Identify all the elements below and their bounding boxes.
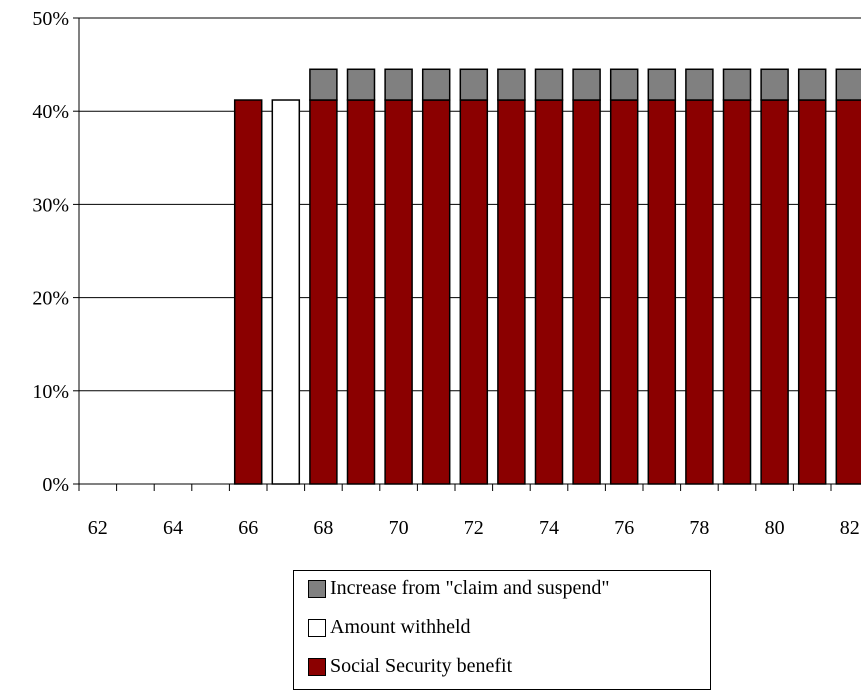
x-tick-label: 78: [689, 517, 709, 539]
bar-increase-from-claim-and-suspend: [647, 68, 677, 101]
bar-social-security-benefit: [309, 99, 338, 485]
bar-increase-from-claim-and-suspend: [346, 68, 376, 101]
bar-social-security-benefit: [497, 99, 526, 485]
bar-increase-from-claim-and-suspend: [797, 68, 827, 101]
x-tick-label: 70: [389, 517, 409, 539]
x-tick-label: 74: [539, 517, 559, 539]
bar-social-security-benefit: [722, 99, 752, 485]
bar-increase-from-claim-and-suspend: [534, 68, 564, 101]
bar-social-security-benefit: [384, 99, 413, 485]
bar-social-security-benefit: [797, 99, 827, 485]
legend-label-benefit: Social Security benefit: [330, 655, 513, 677]
bar-social-security-benefit: [609, 99, 639, 485]
x-tick-label: 68: [313, 517, 333, 539]
bar-increase-from-claim-and-suspend: [459, 68, 489, 101]
bar-increase-from-claim-and-suspend: [760, 68, 789, 101]
bar-increase-from-claim-and-suspend: [384, 68, 413, 101]
bar-increase-from-claim-and-suspend: [497, 68, 526, 101]
x-tick-label: 64: [163, 517, 183, 539]
bar-increase-from-claim-and-suspend: [572, 68, 601, 101]
bar-increase-from-claim-and-suspend: [309, 68, 338, 101]
bar-social-security-benefit: [534, 99, 564, 485]
bar-increase-from-claim-and-suspend: [685, 68, 714, 101]
x-tick-label: 66: [238, 517, 258, 539]
legend-item-benefit: Social Security benefit: [308, 655, 512, 678]
chart-legend: Increase from "claim and suspend" Amount…: [293, 570, 711, 690]
x-tick-label: 82: [840, 517, 860, 539]
bar-social-security-benefit: [835, 99, 861, 485]
y-tick-label: 0%: [42, 474, 69, 496]
legend-swatch-benefit: [308, 657, 326, 676]
legend-item-withheld: Amount withheld: [308, 616, 471, 639]
y-tick-label: 20%: [32, 288, 69, 310]
bar-social-security-benefit: [572, 99, 601, 485]
x-tick-label: 76: [614, 517, 634, 539]
bar-increase-from-claim-and-suspend: [609, 68, 639, 101]
x-tick-label: 72: [464, 517, 484, 539]
bar-chart: 0% 10% 20% 30% 40% 50% 62 64 66 68 70 72 74 76 78 80 82: [32, 8, 861, 539]
bar-increase-from-claim-and-suspend: [835, 68, 861, 101]
bar-increase-from-claim-and-suspend: [722, 68, 752, 101]
bar-social-security-benefit: [685, 99, 714, 485]
legend-swatch-increase: [308, 579, 326, 598]
bar-social-security-benefit: [233, 99, 263, 485]
y-tick-label: 50%: [32, 8, 69, 30]
y-tick-label: 30%: [32, 194, 69, 216]
y-tick-label: 10%: [32, 381, 69, 403]
legend-item-increase: Increase from "claim and suspend": [308, 577, 610, 600]
y-tick-label: 40%: [32, 101, 69, 123]
bar-social-security-benefit: [346, 99, 376, 485]
x-tick-label: 80: [765, 517, 785, 539]
bar-amount-withheld: [271, 99, 301, 485]
bar-increase-from-claim-and-suspend: [421, 68, 451, 101]
legend-swatch-withheld: [308, 618, 326, 637]
legend-label-withheld: Amount withheld: [330, 616, 471, 638]
bar-social-security-benefit: [760, 99, 789, 485]
legend-label-increase: Increase from "claim and suspend": [330, 577, 610, 599]
bar-social-security-benefit: [421, 99, 451, 485]
x-tick-label: 62: [88, 517, 108, 539]
bar-social-security-benefit: [647, 99, 677, 485]
bar-social-security-benefit: [459, 99, 489, 485]
